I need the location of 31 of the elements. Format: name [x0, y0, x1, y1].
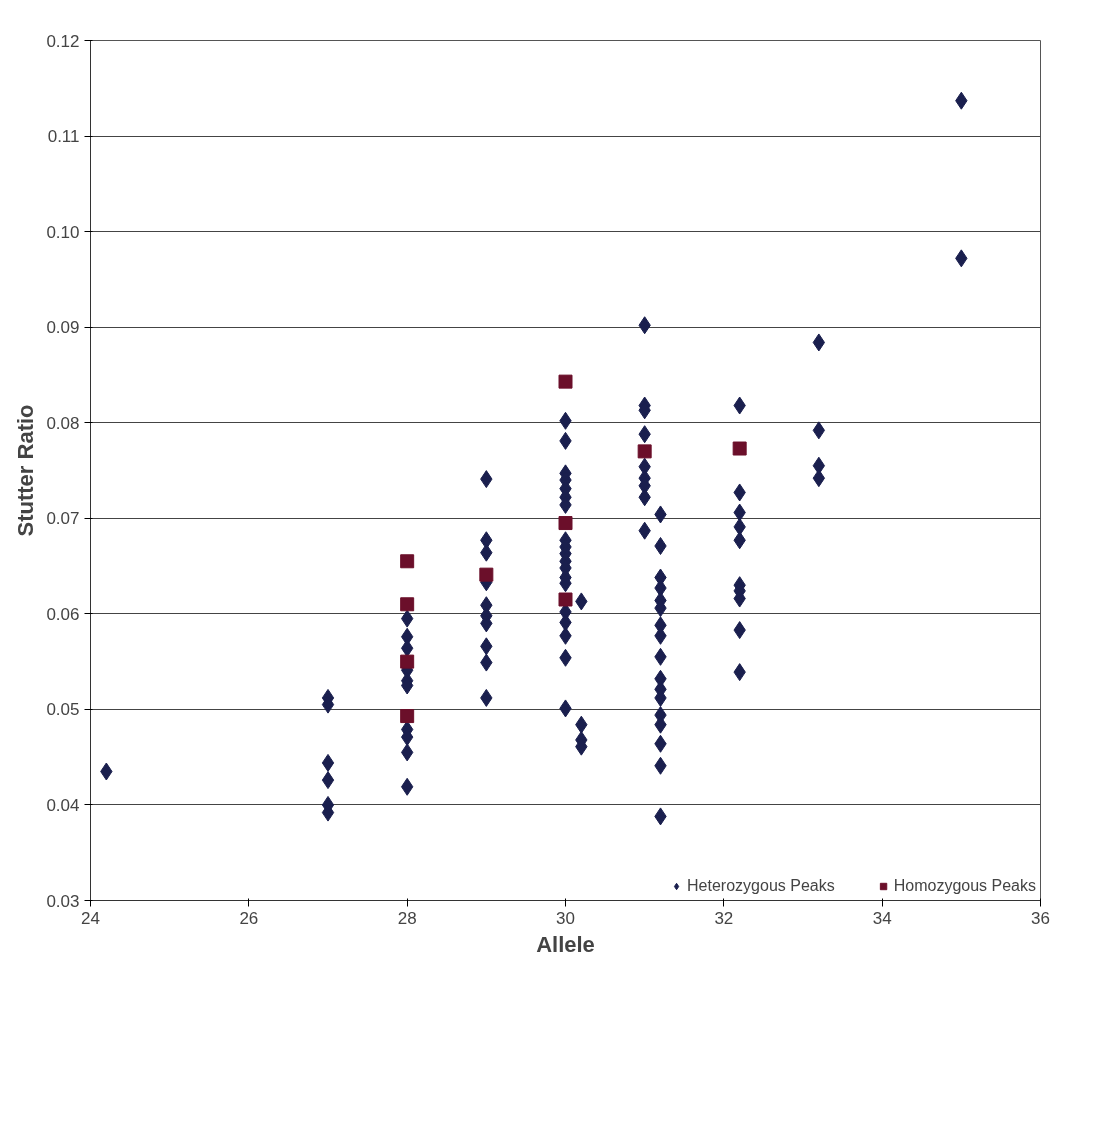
legend-label: Homozygous Peaks: [893, 877, 1036, 895]
y-tick-label: 0.04: [46, 795, 80, 815]
x-axis-title: Allele: [536, 931, 595, 957]
y-tick-label: 0.12: [46, 31, 80, 51]
point: [400, 654, 415, 669]
point: [732, 441, 747, 456]
y-axis-title: Stutter Ratio: [13, 404, 39, 537]
point: [400, 554, 415, 569]
point: [558, 374, 573, 389]
x-tick-label: 36: [1031, 908, 1050, 928]
x-tick-label: 26: [239, 908, 259, 928]
x-tick-label: 32: [714, 908, 734, 928]
point: [558, 516, 573, 531]
y-tick-label: 0.09: [46, 318, 80, 338]
point: [637, 444, 652, 459]
point: [558, 592, 573, 607]
y-tick-label: 0.10: [46, 222, 80, 242]
y-tick-label: 0.08: [46, 413, 80, 433]
y-tick-label: 0.07: [46, 509, 80, 529]
point: [400, 597, 415, 612]
x-tick-label: 28: [397, 908, 417, 928]
x-tick-label: 30: [556, 908, 575, 928]
x-tick-label: 34: [872, 908, 892, 928]
y-tick-label: 0.03: [46, 891, 80, 911]
point: [400, 709, 415, 724]
y-tick-label: 0.06: [46, 604, 80, 624]
x-tick-label: 24: [81, 908, 100, 928]
y-tick-label: 0.05: [46, 700, 80, 720]
point: [479, 567, 494, 582]
legend-label: Heterozygous Peaks: [687, 877, 835, 895]
y-tick-label: 0.11: [47, 127, 80, 147]
